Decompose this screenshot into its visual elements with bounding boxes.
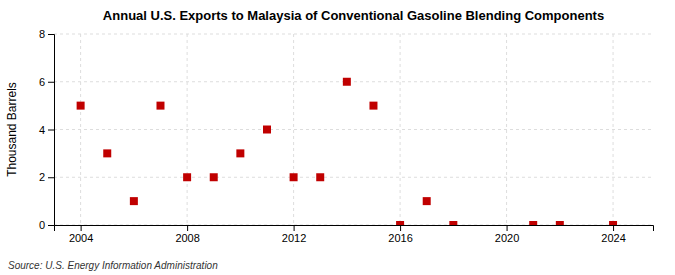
y-tick-label: 0: [39, 219, 45, 231]
y-tick: 4: [39, 124, 54, 136]
grid: [54, 34, 653, 225]
point: [290, 173, 298, 181]
y-tick-mark: [48, 82, 54, 83]
point: [77, 102, 85, 110]
point: [236, 149, 244, 157]
y-tick: 0: [39, 219, 54, 231]
y-grid-line: [54, 177, 653, 178]
y-tick-label: 2: [39, 171, 45, 183]
x-tick-label: 2016: [388, 232, 412, 244]
title: Annual U.S. Exports to Malaysia of Conve…: [103, 8, 604, 23]
x-tick-mark: [613, 225, 614, 231]
plot-area: [77, 78, 617, 225]
x-grid-line: [400, 34, 401, 225]
x-tick-label: 2024: [601, 232, 625, 244]
x-tick: 2012: [282, 225, 306, 244]
y-grid-line: [54, 129, 653, 130]
point: [529, 221, 537, 225]
point: [343, 78, 351, 86]
point: [316, 173, 324, 181]
x-grid-line: [187, 34, 188, 225]
y-grid-line: [54, 81, 653, 82]
point: [609, 221, 617, 225]
x-tick: 2016: [388, 225, 412, 244]
x-tick-label: 2012: [282, 232, 306, 244]
x-tick-mark: [187, 225, 188, 231]
y-axis: 0 2 4 6 8: [39, 28, 55, 231]
point: [449, 221, 457, 225]
point: [210, 173, 218, 181]
x-tick-label: 2004: [69, 232, 93, 244]
x-tick: 2004: [69, 225, 93, 244]
x-grid-line: [506, 34, 507, 225]
y-tick-label: 4: [39, 124, 45, 136]
y-tick-mark: [48, 225, 54, 226]
y-tick-mark: [48, 177, 54, 178]
y-tick-mark: [48, 34, 54, 35]
point: [130, 197, 138, 205]
x-axis-line: [55, 226, 654, 232]
x-grid-line: [613, 34, 614, 225]
y-grid-line: [54, 34, 653, 35]
point: [183, 173, 191, 181]
y-axis-label: Thousand Barrels: [5, 82, 19, 177]
y-tick: 8: [39, 28, 54, 40]
chart-svg: 2004 2008 2012 2016 2020 2024 0 2 4 6 8 Annual U.S.…: [0, 0, 675, 275]
x-tick-mark: [294, 225, 295, 231]
point: [156, 102, 164, 110]
point: [103, 149, 111, 157]
x-tick: 2020: [495, 225, 519, 244]
y-axis-line: [48, 35, 55, 226]
y-tick: 2: [39, 171, 54, 183]
y-tick-label: 8: [39, 28, 45, 40]
x-grid-line: [80, 34, 81, 225]
point: [423, 197, 431, 205]
chart-container: 2004 2008 2012 2016 2020 2024 0 2 4 6 8 Annual U.S.…: [0, 0, 675, 275]
point: [263, 126, 271, 134]
y-tick-mark: [48, 130, 54, 131]
x-grid-line: [293, 34, 294, 225]
point: [396, 221, 404, 225]
x-tick-mark: [507, 225, 508, 231]
x-axis: 2004 2008 2012 2016 2020 2024: [55, 225, 654, 244]
x-tick: 2008: [175, 225, 199, 244]
point: [556, 221, 564, 225]
x-tick-label: 2008: [175, 232, 199, 244]
x-tick-mark: [81, 225, 82, 231]
x-tick: 2024: [601, 225, 625, 244]
y-tick: 6: [39, 76, 54, 88]
point: [369, 102, 377, 110]
x-tick-label: 2020: [495, 232, 519, 244]
x-tick-mark: [400, 225, 401, 231]
annotation: Source: U.S. Energy Information Administ…: [8, 260, 218, 271]
y-tick-label: 6: [39, 76, 45, 88]
